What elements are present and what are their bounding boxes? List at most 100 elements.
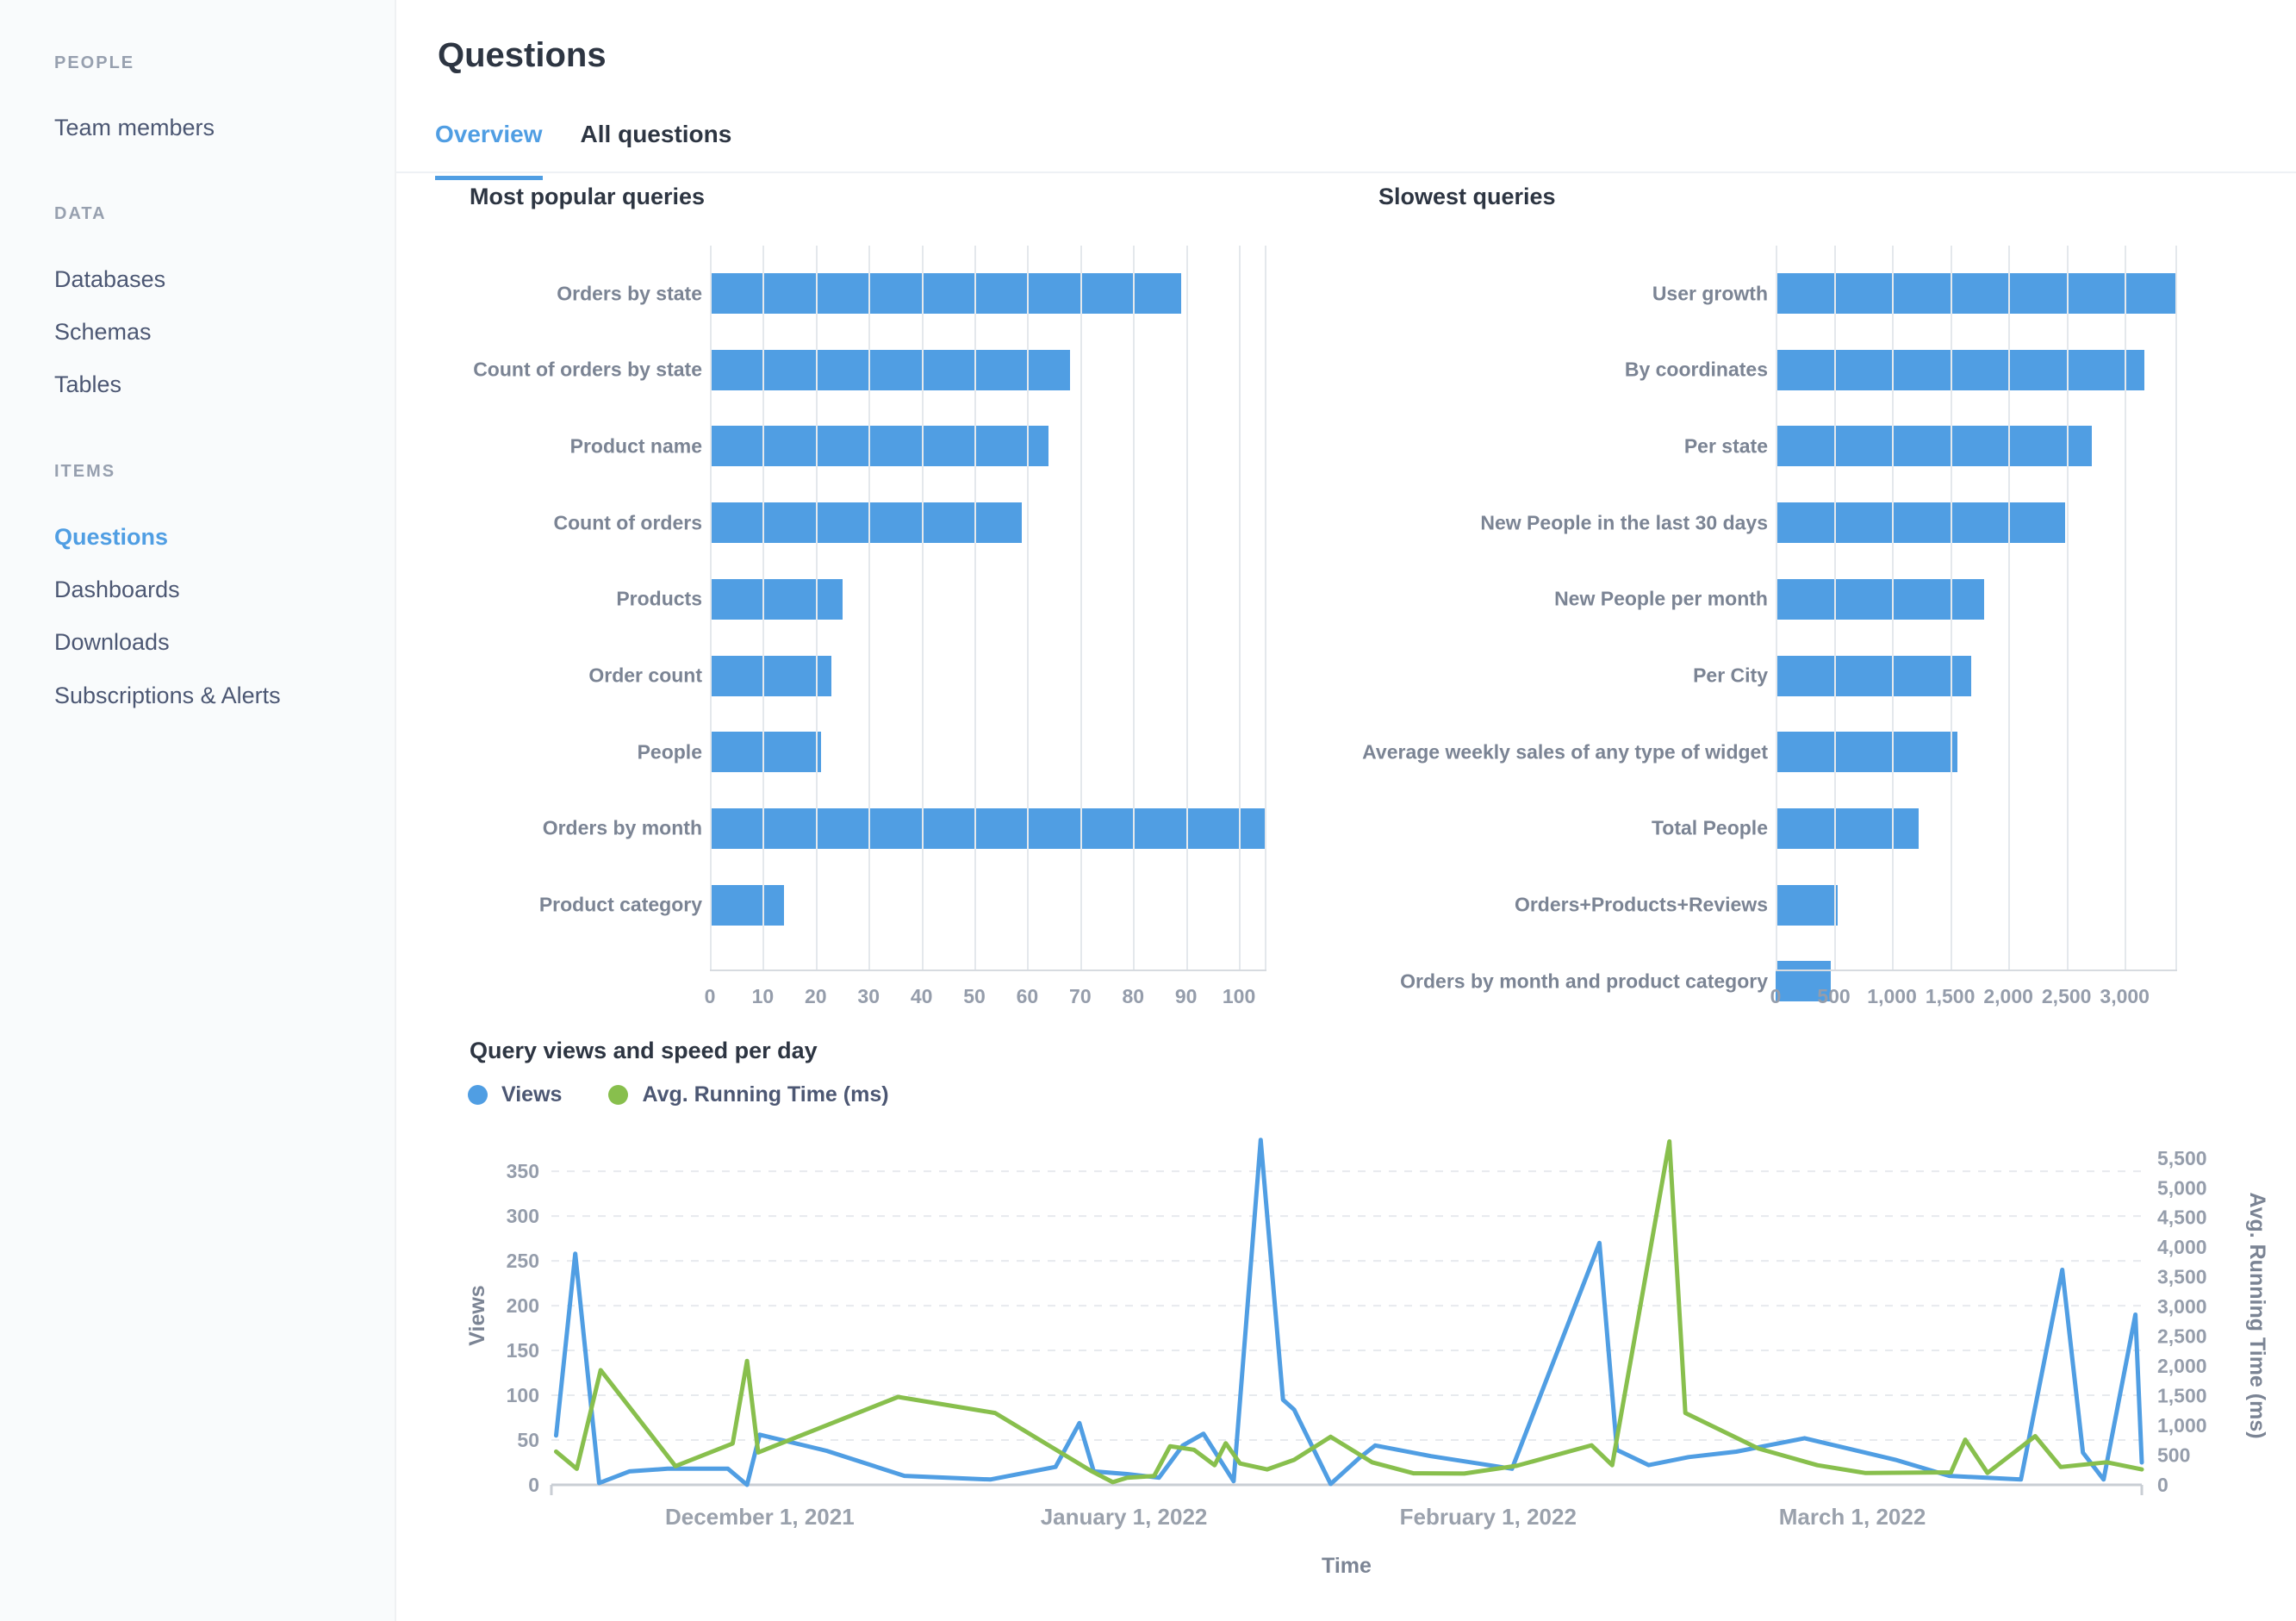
x-axis-title: Time (1322, 1554, 1372, 1578)
bar-products[interactable] (710, 578, 843, 620)
x-tick-label: 70 (1069, 985, 1092, 1007)
y-right-tick-label: 4,500 (2157, 1206, 2207, 1229)
y-left-tick-label: 100 (507, 1384, 539, 1406)
bar-average-weekly-sales-of-any-type-of-widget[interactable] (1776, 732, 1957, 773)
gridline (815, 246, 818, 969)
gridline (868, 246, 871, 969)
x-tick-label: 500 (1817, 985, 1851, 1007)
gridline (1185, 246, 1188, 969)
tab-all-questions[interactable]: All questions (580, 121, 732, 147)
y-right-tick-label: 2,000 (2157, 1355, 2207, 1377)
x-tick-label: 0 (1770, 985, 1782, 1007)
bar-people[interactable] (710, 732, 821, 773)
sidebar-section-items: Items (54, 462, 116, 481)
admin-sidebar: People Team members Data Databases Schem… (0, 0, 396, 1621)
bar-per-state[interactable] (1776, 426, 2092, 467)
bar-new-people-per-month[interactable] (1776, 578, 1984, 620)
bar-label-count-of-orders: Count of orders (553, 511, 703, 534)
x-tick-label: 2,000 (1983, 985, 2033, 1007)
bar-by-coordinates[interactable] (1776, 349, 2145, 390)
x-tick-label: 3,000 (2100, 985, 2150, 1007)
series-line-avg-running-time-ms[interactable] (554, 1139, 2144, 1485)
bar-label-order-count: Order count (588, 664, 702, 687)
x-tick-label: February 1, 2022 (1400, 1504, 1577, 1530)
gridline (1833, 246, 1836, 969)
bar-orders-by-state[interactable] (710, 273, 1181, 314)
y-left-tick-label: 250 (507, 1250, 539, 1272)
sidebar-item-databases[interactable]: Databases (54, 266, 166, 292)
bar-label-new-people-per-month: New People per month (1554, 587, 1768, 610)
bar-label-orders-by-month: Orders by month (542, 816, 702, 839)
y-right-axis-title: Avg. Running Time (ms) (2245, 1192, 2269, 1438)
gridline (2066, 246, 2069, 969)
bar-new-people-in-the-last-30-days[interactable] (1776, 502, 2066, 544)
legend-label: Avg. Running Time (ms) (642, 1082, 889, 1107)
y-right-tick-label: 0 (2157, 1474, 2168, 1496)
bar-order-count[interactable] (710, 655, 832, 696)
bar-total-people[interactable] (1776, 807, 1920, 849)
bar-label-new-people-in-the-last-30-days: New People in the last 30 days (1480, 511, 1768, 534)
y-right-tick-label: 1,500 (2157, 1385, 2207, 1407)
bar-count-of-orders[interactable] (710, 502, 1023, 544)
bar-label-average-weekly-sales-of-any-type-of-widget: Average weekly sales of any type of widg… (1362, 740, 1768, 764)
running-time-legend-dot-icon (608, 1085, 629, 1105)
bar-product-name[interactable] (710, 426, 1048, 467)
bar-user-growth[interactable] (1776, 273, 2177, 314)
slowest-queries-chart: Slowest queries User growth By coordinate… (1344, 177, 2296, 1038)
bar-label-products: Products (616, 587, 702, 610)
x-tick-label: December 1, 2021 (665, 1504, 855, 1530)
bar-plot-area (710, 246, 1266, 971)
y-right-tick-label: 2,500 (2157, 1325, 2207, 1348)
y-right-tick-label: 1,000 (2157, 1414, 2207, 1437)
x-tick-label: March 1, 2022 (1779, 1504, 1926, 1530)
bar-label-orders-products-reviews: Orders+Products+Reviews (1514, 893, 1768, 916)
tab-overview[interactable]: Overview (435, 121, 543, 180)
x-tick-label: 100 (1222, 985, 1256, 1007)
tab-bar: Overview All questions (435, 121, 731, 180)
y-left-tick-label: 350 (507, 1160, 539, 1182)
legend-item-running-time: Avg. Running Time (ms) (608, 1082, 889, 1107)
gridline-end (1265, 246, 1266, 969)
gridline (921, 246, 924, 969)
x-tick-label: 80 (1122, 985, 1145, 1007)
y-left-tick-label: 200 (507, 1294, 539, 1317)
chart-title: Query views and speed per day (470, 1038, 818, 1063)
bar-product-category[interactable] (710, 884, 784, 926)
gridline (1239, 246, 1241, 969)
bar-orders-by-month[interactable] (710, 807, 1266, 849)
views-legend-dot-icon (468, 1085, 488, 1105)
sidebar-item-schemas[interactable]: Schemas (54, 319, 152, 345)
x-tick-label: 2,500 (2041, 985, 2092, 1007)
bar-per-city[interactable] (1776, 655, 1971, 696)
x-tick-label: 60 (1016, 985, 1039, 1007)
gridline (1133, 246, 1136, 969)
query-views-speed-chart: Query views and speed per day Views Avg.… (258, 1026, 2296, 1612)
bar-count-of-orders-by-state[interactable] (710, 349, 1070, 390)
bar-label-orders-by-state: Orders by state (557, 282, 702, 304)
sidebar-item-tables[interactable]: Tables (54, 371, 122, 397)
x-tick-label: 10 (751, 985, 775, 1007)
bar-label-per-city: Per City (1693, 664, 1768, 687)
bar-label-by-coordinates: By coordinates (1624, 358, 1768, 381)
gridline (974, 246, 977, 969)
series-line-views[interactable] (554, 1138, 2144, 1487)
bar-label-product-name: Product name (569, 434, 702, 458)
x-tick-label: 1,000 (1867, 985, 1917, 1007)
sidebar-item-subscriptions-alerts[interactable]: Subscriptions & Alerts (54, 683, 281, 708)
sidebar-item-downloads[interactable]: Downloads (54, 629, 170, 655)
bar-label-per-state: Per state (1683, 434, 1768, 458)
bar-orders-by-month-and-product-category[interactable] (1776, 961, 1832, 1002)
sidebar-item-dashboards[interactable]: Dashboards (54, 577, 180, 602)
y-right-tick-label: 5,500 (2157, 1147, 2207, 1169)
gridline-end (2175, 246, 2177, 969)
chart-title: Most popular queries (470, 184, 706, 209)
x-axis-ticks: 0 10 20 30 40 50 60 70 80 90 100 (705, 985, 1266, 1011)
bar-orders-products-reviews[interactable] (1776, 884, 1839, 926)
bar-label-people: People (637, 740, 702, 764)
sidebar-item-team-members[interactable]: Team members (54, 115, 215, 140)
sidebar-item-questions[interactable]: Questions (54, 524, 169, 550)
gridline (710, 246, 712, 969)
most-popular-queries-chart: Most popular queries Orders by state Coun… (276, 177, 1292, 1038)
x-axis-ticks: 0 500 1,000 1,500 2,000 2,500 3,000 (1770, 985, 2177, 1011)
